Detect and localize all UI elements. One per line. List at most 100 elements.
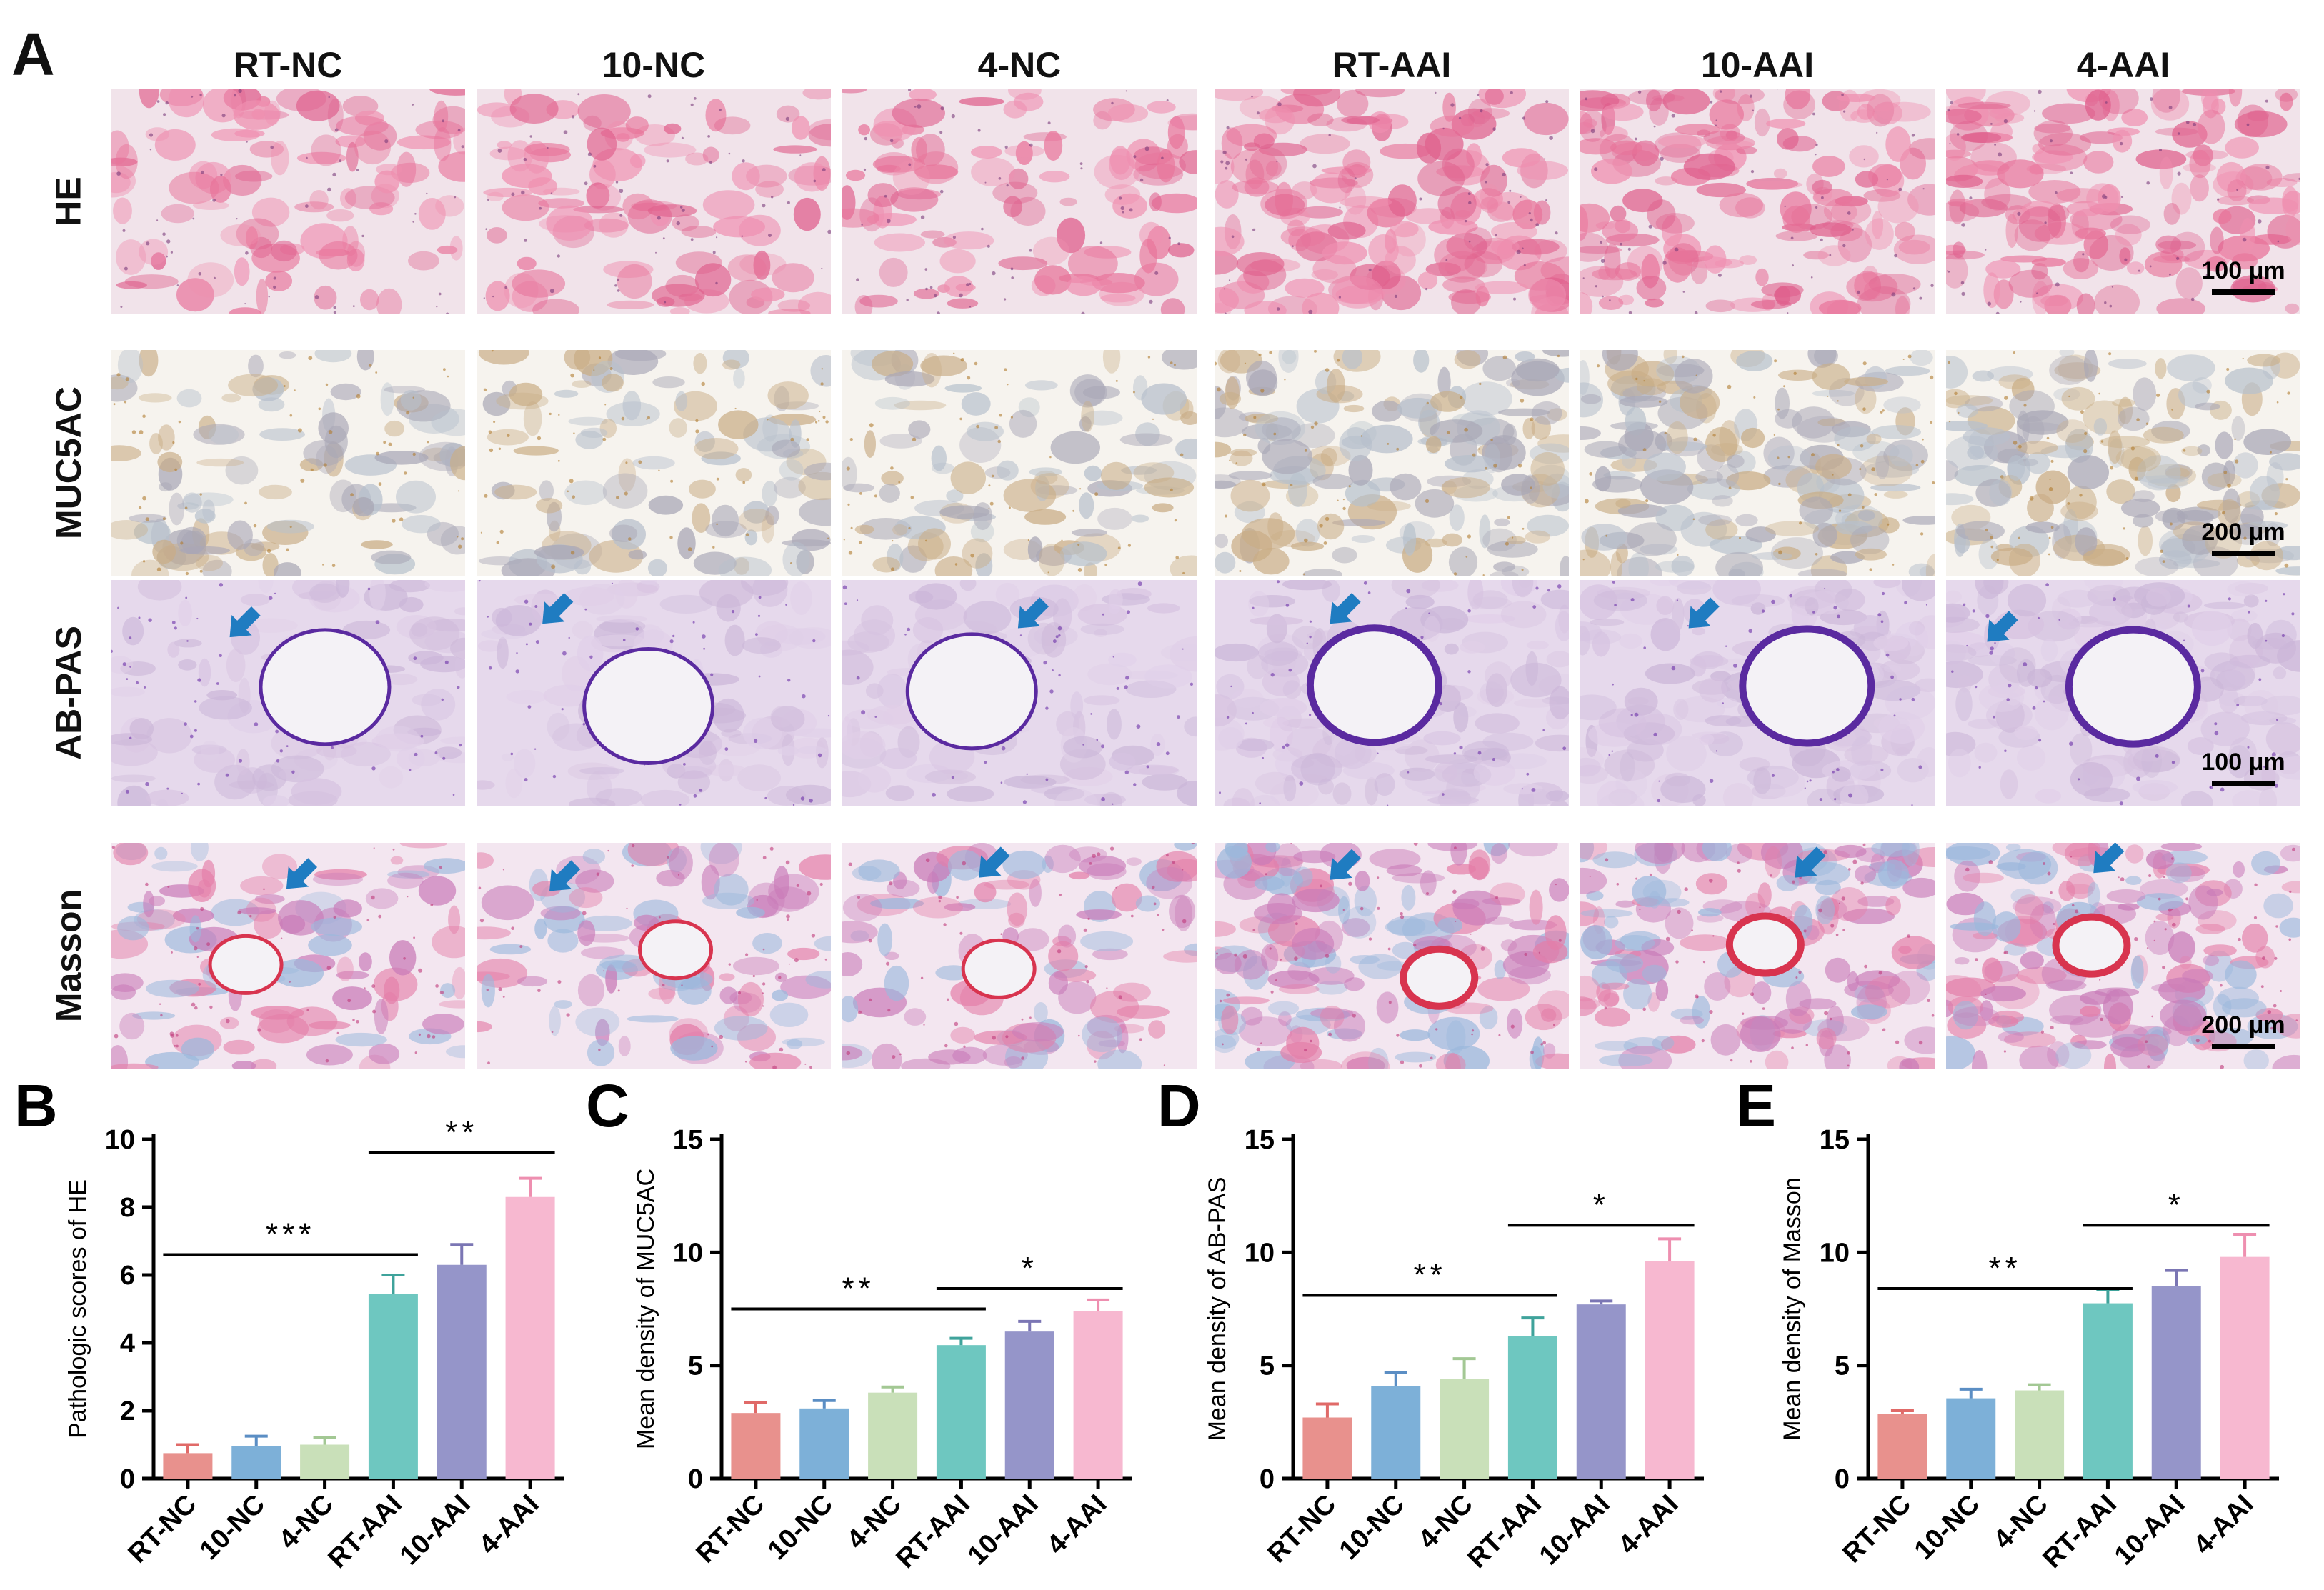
bar [2015,1390,2065,1479]
scale-bar-label: 200 μm [2201,519,2285,546]
panel-letter: E [1736,1072,1776,1139]
arrow-icon [542,593,574,624]
y-tick-label: 10 [1820,1238,1850,1268]
x-tick-label: 10-NC [1909,1489,1985,1566]
bar [799,1408,849,1479]
bar [868,1392,918,1479]
x-tick-label: RT-AAI [2038,1489,2123,1574]
panel-letter: B [14,1072,58,1139]
arrow-icon [2093,843,2125,874]
scale-bar-label: 200 μm [2201,1011,2285,1039]
scale-bar-label: 100 μm [2201,257,2285,284]
micrograph-he-10-nc [477,89,831,314]
bar [231,1446,281,1479]
arrow-icon [549,860,581,891]
bar [1440,1379,1490,1479]
micrograph-muc-rt-aai [1215,350,1569,576]
scale-bar-line [2212,289,2275,295]
micrograph-abpas-10-aai [1580,580,1935,806]
bar [936,1345,986,1479]
bar [300,1444,350,1479]
significance-label: ** [1414,1258,1447,1293]
bar [1645,1261,1695,1479]
y-tick-label: 15 [1245,1125,1275,1155]
micrograph-he-rt-nc [111,89,465,314]
column-label-10-aai: 10-AAI [1700,45,1815,85]
y-tick-label: 15 [673,1125,703,1155]
y-axis-label: Pathologic scores of HE [64,1179,91,1439]
arrow-icon [1987,611,2018,642]
y-tick-label: 4 [120,1329,135,1359]
scale-bar: 200 μm [2193,519,2293,556]
y-tick-label: 0 [688,1464,703,1494]
bar [2220,1256,2270,1479]
micrograph-masson-rt-nc [111,843,465,1069]
panel-letter: C [586,1072,629,1139]
arrow-icon [229,606,261,638]
bar [1302,1417,1352,1479]
bar [1507,1336,1557,1479]
micrograph-abpas-4-aai [1946,580,2300,806]
micrograph-masson-10-nc [477,843,831,1069]
panel-a-letter: A [11,21,55,88]
x-tick-label: 4-AAI [2188,1489,2260,1561]
y-tick-label: 0 [120,1464,135,1494]
significance-label: ** [842,1271,875,1306]
y-tick-label: 10 [673,1238,703,1268]
axis-lines [1866,1134,2279,1481]
x-tick-label: 4-NC [1988,1489,2054,1555]
bar [1073,1311,1123,1479]
micrograph-he-4-nc [842,89,1197,314]
y-tick-label: 8 [120,1193,135,1223]
micrograph-abpas-rt-nc [111,580,465,806]
micrograph-masson-4-aai [1946,843,2300,1069]
bar [1371,1386,1421,1479]
bar [1877,1414,1927,1479]
y-tick-label: 0 [1835,1464,1850,1494]
arrow-icon [1017,597,1049,629]
column-label-4-nc: 4-NC [977,45,1062,85]
arrow-icon [1330,593,1361,624]
arrow-icon [979,846,1010,878]
micrograph-abpas-rt-aai [1215,580,1569,806]
y-tick-label: 10 [1245,1238,1275,1268]
significance-label: ** [445,1115,478,1150]
micrograph-masson-rt-aai [1215,843,1569,1069]
column-label-10-nc: 10-NC [602,45,706,85]
micrograph-he-rt-aai [1215,89,1569,314]
micrograph-masson-10-aai [1580,843,1935,1069]
scale-bar-line [2212,781,2275,786]
y-axis-label: Mean density of Masson [1779,1177,1806,1441]
micrograph-muc-10-nc [477,350,831,576]
bar [2083,1303,2133,1479]
bar [1946,1398,1996,1479]
y-tick-label: 2 [120,1396,135,1426]
bar [2151,1286,2201,1479]
significance-label: ** [1989,1251,2022,1286]
y-axis-label: Mean density of AB-PAS [1204,1177,1231,1441]
arrow-icon [286,858,318,889]
y-tick-label: 5 [1260,1351,1275,1381]
scale-bar-label: 100 μm [2201,749,2285,776]
scale-bar-line [2212,1044,2275,1049]
x-tick-label: 10-AAI [2109,1489,2191,1571]
bar [368,1294,418,1479]
bar [437,1264,487,1479]
scale-bar-line [2212,551,2275,556]
column-label-rt-aai: RT-AAI [1332,45,1452,85]
significance-label: * [1593,1187,1610,1222]
y-tick-label: 15 [1820,1125,1850,1155]
bar [505,1196,555,1479]
micrograph-muc-10-aai [1580,350,1935,576]
x-tick-label: RT-NC [1837,1489,1917,1569]
y-tick-label: 5 [1835,1351,1850,1381]
arrow-icon [1330,849,1361,880]
micrograph-abpas-4-nc [842,580,1197,806]
y-tick-label: 5 [688,1351,703,1381]
arrow-icon [1688,597,1720,629]
scale-bar: 200 μm [2193,1011,2293,1049]
micrograph-muc-4-nc [842,350,1197,576]
micrograph-muc-4-aai [1946,350,2300,576]
